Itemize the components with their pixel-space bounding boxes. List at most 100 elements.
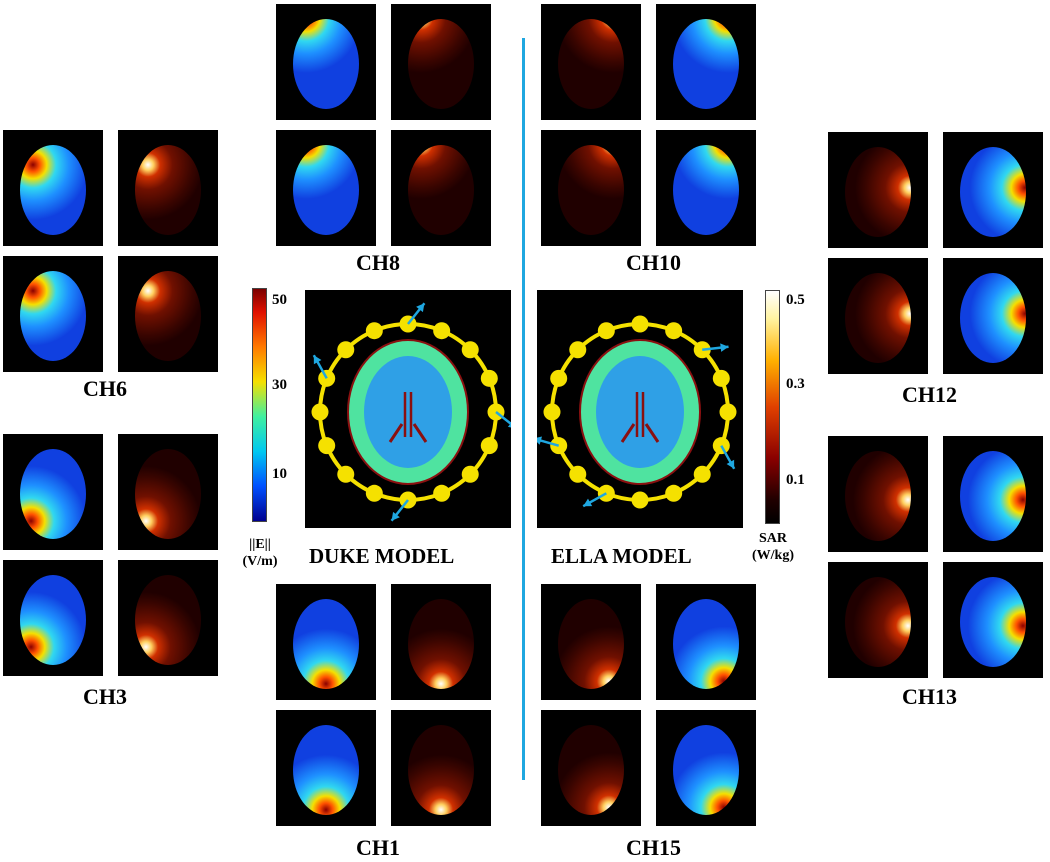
excitation-arrow-head: [313, 355, 322, 365]
sar-panel: [828, 132, 928, 248]
duke-model-label: DUKE MODEL: [309, 544, 455, 568]
e-field-panel: [656, 584, 756, 700]
sar-head-map: [845, 147, 911, 237]
sar-head-map: [558, 145, 624, 235]
e-field-head-map: [20, 145, 86, 235]
sar-head-map: [558, 725, 624, 815]
excitation-arrow-head: [416, 303, 425, 313]
sar-panel: [391, 130, 491, 246]
sar-head-map: [135, 575, 201, 665]
e-field-panel: [943, 436, 1043, 552]
coil-element: [461, 341, 479, 359]
sar-head-map: [558, 19, 624, 109]
e-field-head-map: [20, 271, 86, 361]
excitation-arrow: [495, 411, 511, 426]
e-field-panel: [276, 584, 376, 700]
sar-tick-0-5: 0.5: [786, 292, 805, 308]
coil-element: [665, 484, 683, 502]
excitation-arrow-head: [726, 459, 735, 469]
e-field-head-map: [20, 575, 86, 665]
e-field-tick-50: 50: [272, 292, 287, 308]
coil-element: [318, 437, 336, 455]
sar-head-map: [135, 271, 201, 361]
coil-element: [550, 369, 568, 387]
sar-head-map: [408, 599, 474, 689]
channel-label: CH8: [356, 250, 400, 275]
coil-element: [365, 484, 383, 502]
coil-element: [597, 322, 615, 340]
e-field-panel: [656, 130, 756, 246]
excitation-arrow-head: [507, 422, 511, 428]
channel-label: CH13: [902, 684, 957, 709]
e-field-colorbar-title: ||E|| (V/m): [230, 536, 290, 570]
sar-panel: [828, 258, 928, 374]
coil-element: [631, 315, 649, 333]
e-field-panel: [276, 4, 376, 120]
duke-model-image: [305, 290, 511, 528]
ella-model-image: [537, 290, 743, 528]
coil-element: [433, 322, 451, 340]
e-field-panel: [943, 562, 1043, 678]
e-field-panel: [943, 132, 1043, 248]
sar-head-map: [135, 145, 201, 235]
e-field-head-map: [293, 19, 359, 109]
coil-element: [337, 465, 355, 483]
e-field-panel: [3, 434, 103, 550]
excitation-arrow-head: [391, 511, 400, 521]
e-field-panel: [3, 256, 103, 372]
channel-label: CH6: [83, 376, 127, 401]
sar-panel: [828, 562, 928, 678]
e-field-colorbar: [252, 288, 267, 522]
sar-panel: [118, 256, 218, 372]
coil-element: [337, 341, 355, 359]
e-field-head-map: [293, 145, 359, 235]
sar-head-map: [408, 145, 474, 235]
e-field-head-map: [960, 577, 1026, 667]
sar-title-line1: SAR: [758, 531, 787, 546]
sar-head-map: [558, 599, 624, 689]
sar-colorbar-title: SAR (W/kg): [742, 530, 804, 564]
e-field-tick-10: 10: [272, 466, 287, 482]
e-field-panel: [276, 130, 376, 246]
sar-panel: [391, 710, 491, 826]
coil-element: [480, 437, 498, 455]
coil-element: [550, 437, 568, 455]
sar-tick-0-1: 0.1: [786, 472, 805, 488]
sar-panel: [118, 434, 218, 550]
coil-element: [543, 403, 561, 421]
e-field-head-map: [960, 147, 1026, 237]
excitation-arrow-head: [720, 343, 729, 352]
sar-panel: [118, 560, 218, 676]
e-field-panel: [3, 130, 103, 246]
e-field-head-map: [293, 725, 359, 815]
e-field-head-map: [960, 451, 1026, 541]
e-field-head-map: [960, 273, 1026, 363]
brain-white-matter: [596, 356, 684, 468]
channel-label: CH1: [356, 835, 400, 860]
e-field-panel: [656, 4, 756, 120]
e-field-title-line1: ||E||: [249, 537, 271, 552]
sar-panel: [391, 4, 491, 120]
excitation-arrow-head: [537, 436, 543, 445]
e-field-head-map: [20, 449, 86, 539]
sar-head-map: [408, 725, 474, 815]
coil-element: [631, 491, 649, 509]
coil-element: [569, 465, 587, 483]
e-field-head-map: [673, 19, 739, 109]
coil-element: [365, 322, 383, 340]
e-field-head-map: [673, 599, 739, 689]
e-field-head-map: [673, 725, 739, 815]
sar-colorbar: [765, 290, 780, 524]
sar-panel: [541, 130, 641, 246]
sar-panel: [541, 4, 641, 120]
excitation-arrow-head: [583, 498, 593, 507]
coil-element: [712, 369, 730, 387]
coil-element: [461, 465, 479, 483]
sar-head-map: [135, 449, 201, 539]
e-field-title-line2: (V/m): [242, 554, 278, 569]
channel-label: CH12: [902, 382, 957, 407]
sar-tick-0-3: 0.3: [786, 376, 805, 392]
coil-element: [433, 484, 451, 502]
e-field-panel: [943, 258, 1043, 374]
e-field-panel: [3, 560, 103, 676]
